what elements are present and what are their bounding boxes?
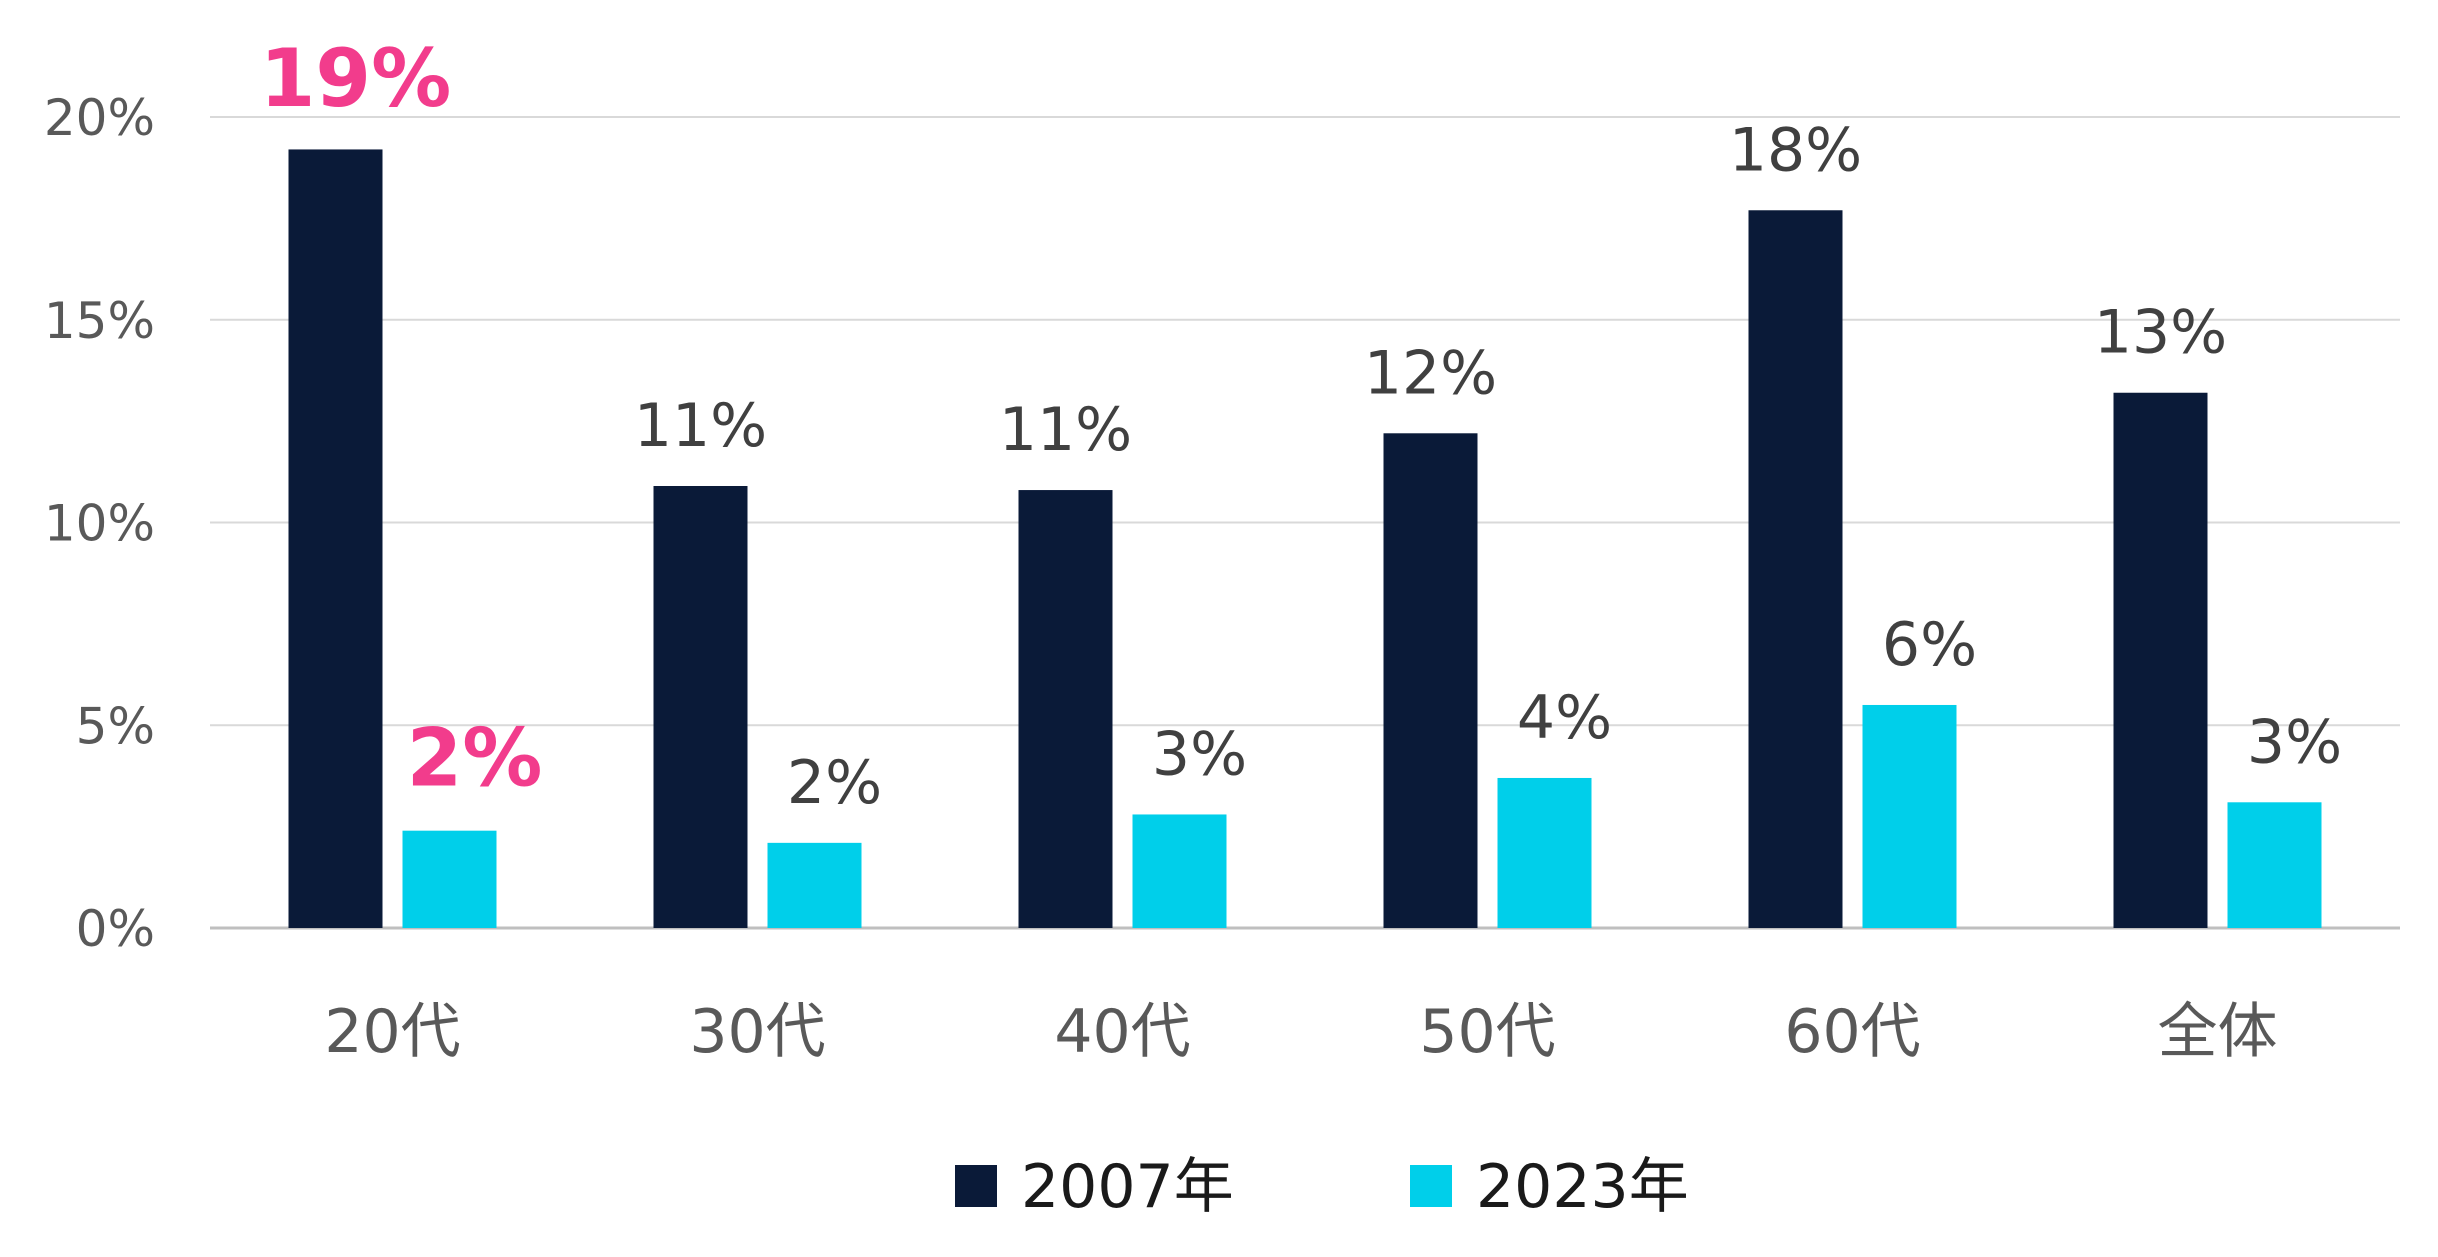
bar-series2	[1132, 814, 1227, 928]
data-labels: 19% 2% 11% 2% 11% 3% 12% 4% 18% 6% 13% 3%	[260, 32, 2342, 818]
grid-lines	[210, 116, 2400, 930]
bar-series1	[2113, 392, 2208, 928]
y-tick-label: 0%	[76, 900, 155, 958]
data-label: 2%	[787, 748, 882, 818]
data-label: 12%	[1364, 338, 1497, 408]
data-label: 4%	[1517, 683, 1612, 753]
category-label: 30代	[689, 997, 825, 1067]
category-label: 50代	[1419, 997, 1555, 1067]
data-label: 18%	[1729, 115, 1862, 185]
category-label: 60代	[1784, 997, 1920, 1067]
y-tick-label: 20%	[44, 89, 155, 147]
bar-series1	[1018, 490, 1113, 928]
bar-series1	[653, 486, 748, 928]
data-label: 11%	[999, 395, 1132, 465]
bar-series1	[1383, 433, 1478, 928]
y-tick-label: 15%	[44, 292, 155, 350]
category-label: 40代	[1054, 997, 1190, 1067]
category-label: 全体	[2158, 997, 2278, 1067]
bar-series2	[767, 842, 862, 928]
data-label: 13%	[2094, 298, 2227, 368]
legend-label: 2007年	[1021, 1152, 1234, 1222]
bar-series2	[2227, 802, 2322, 928]
bar-series2	[1862, 704, 1957, 928]
data-label: 3%	[1152, 719, 1247, 789]
y-tick-label: 5%	[76, 697, 155, 755]
bars	[288, 149, 2322, 928]
data-label: 11%	[634, 391, 767, 461]
data-label: 19%	[260, 32, 451, 125]
data-label: 3%	[2247, 707, 2342, 777]
y-axis: 0% 5% 10% 15% 20%	[44, 89, 155, 958]
bar-series1	[1748, 210, 1843, 928]
bar-series1	[288, 149, 383, 928]
y-tick-label: 10%	[44, 495, 155, 553]
category-label: 20代	[324, 997, 460, 1067]
x-axis: 20代 30代 40代 50代 60代 全体	[324, 997, 2277, 1067]
legend-swatch	[1410, 1165, 1452, 1207]
bar-series2	[402, 830, 497, 928]
data-label: 6%	[1882, 610, 1977, 680]
bar-series2	[1497, 777, 1592, 928]
legend-label: 2023年	[1476, 1152, 1689, 1222]
legend: 2007年 2023年	[955, 1152, 1689, 1222]
legend-swatch	[955, 1165, 997, 1207]
data-label: 2%	[407, 712, 543, 805]
